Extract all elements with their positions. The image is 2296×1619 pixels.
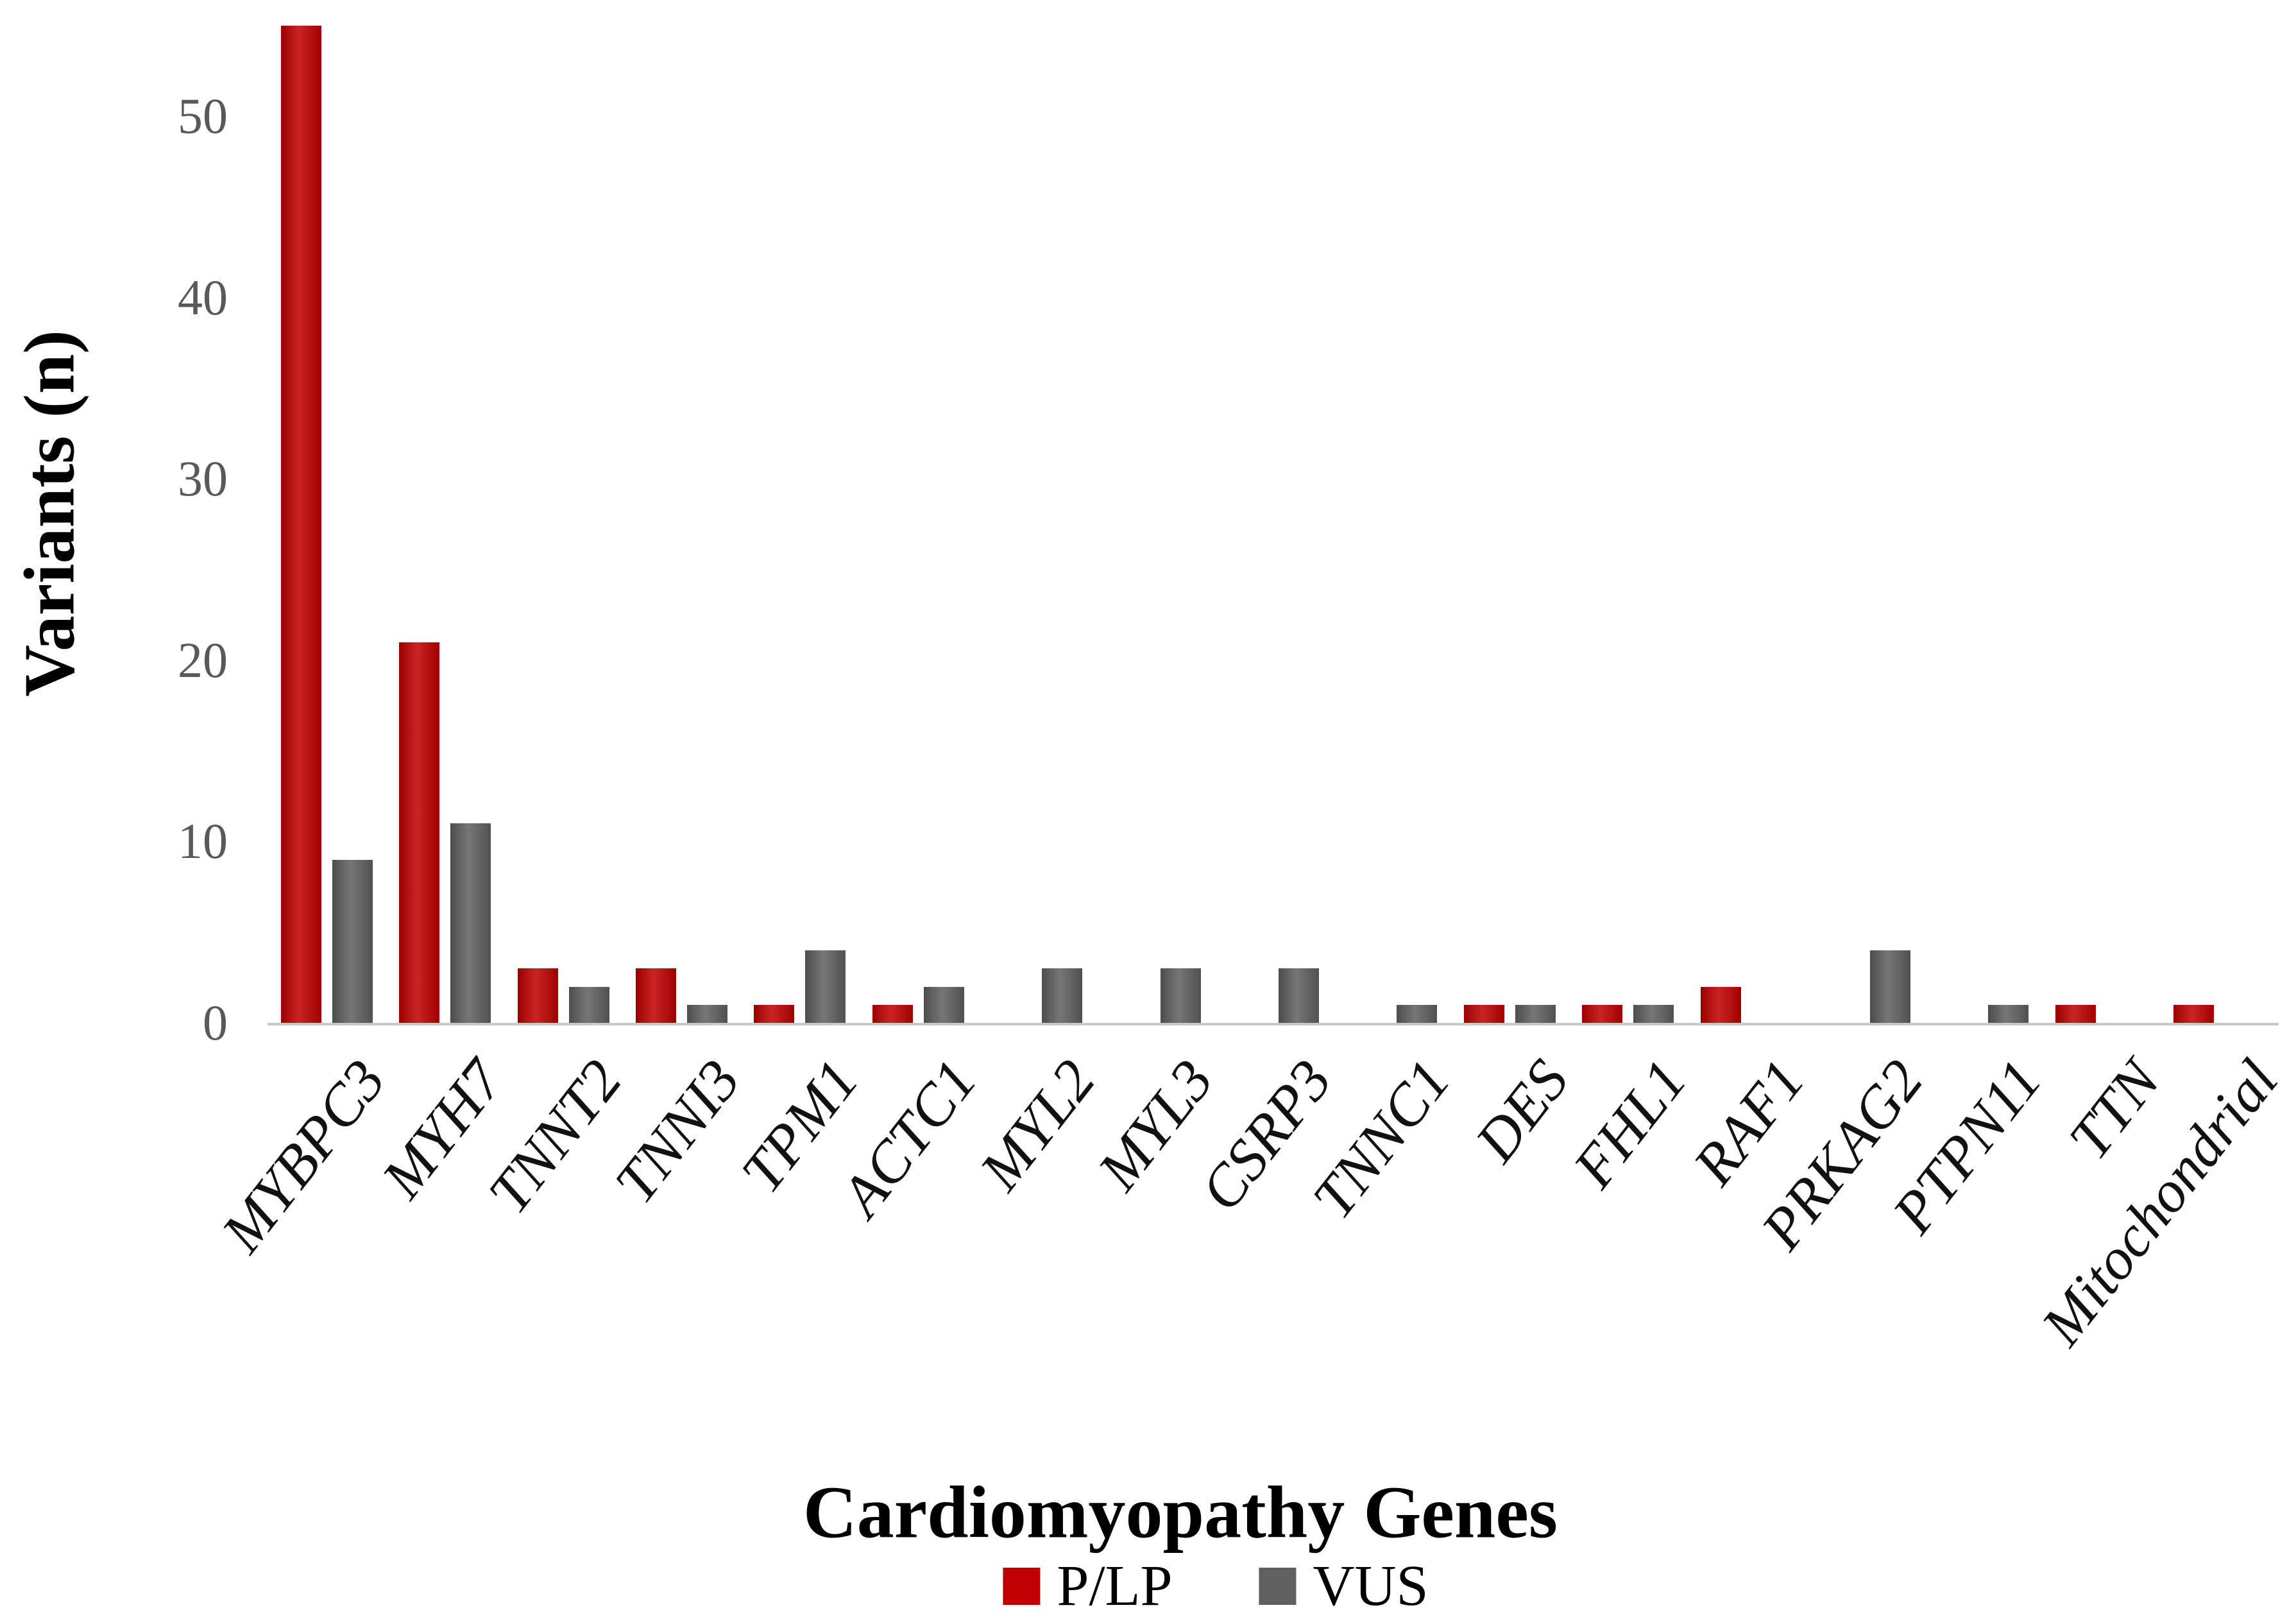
x-category-label-des: DES: [1462, 1047, 1581, 1174]
vus-legend-label: VUS: [1313, 1554, 1429, 1618]
bar-p-lp-des: [1463, 1004, 1504, 1023]
bar-group-ttn: TTN: [2042, 26, 2172, 1171]
bar-group-tpm1: TPM1: [728, 26, 871, 1204]
bar-group-mybpc3: MYBPC3: [208, 26, 398, 1264]
bar-group-tnnt2: TNNT2: [475, 26, 634, 1225]
bar-group-myh7: MYH7: [370, 26, 516, 1210]
bar-vus-prkag2: [1869, 950, 1910, 1023]
y-tick-label-30: 30: [178, 450, 228, 507]
bar-vus-fhl1: [1633, 1004, 1674, 1023]
vus-legend-swatch: [1259, 1568, 1297, 1605]
legend-item-vus: VUS: [1259, 1557, 1429, 1615]
bar-group-tnni3: TNNI3: [602, 26, 753, 1215]
plot-area: 0 10 20 30 40 50 MYBPC3 MYH7 TNNT2 TNNI3 TPM1 ACTC…: [178, 26, 2290, 1357]
x-category-label-ttn: TTN: [2055, 1047, 2172, 1171]
x-category-label-mybpc3: MYBPC3: [208, 1047, 398, 1264]
x-category-label-tnnt2: TNNT2: [475, 1047, 634, 1226]
bar-p-lp-myh7: [399, 642, 440, 1023]
bar-p-lp-raf1: [1700, 986, 1741, 1023]
bar-group-actc1: ACTC1: [828, 26, 989, 1228]
y-tick-label-40: 40: [178, 269, 228, 325]
legend: P/LP VUS: [1003, 1554, 1429, 1618]
bar-vus-tnnc1: [1397, 1004, 1438, 1023]
x-axis-title: Cardiomyopathy Genes: [803, 1471, 1558, 1554]
bar-group-fhl1: FHL1: [1560, 26, 1699, 1199]
bar-vus-tnnt2: [568, 986, 609, 1023]
x-category-label-tnni3: TNNI3: [602, 1047, 753, 1215]
bar-p-lp-ttn: [2055, 1004, 2096, 1023]
bar-vus-actc1: [923, 986, 964, 1023]
bar-group-tnnc1: TNNC1: [1300, 26, 1462, 1230]
bar-vus-myl2: [1042, 968, 1083, 1023]
bar-p-lp-fhl1: [1582, 1004, 1623, 1023]
bar-vus-myl3: [1160, 968, 1201, 1023]
bar-group-raf1: RAF1: [1681, 26, 1817, 1197]
bar-p-lp-mitochondrial: [2173, 1004, 2215, 1023]
y-axis-title: Variants (n): [10, 330, 90, 697]
y-tick-label-50: 50: [178, 88, 228, 144]
bar-vus-tnni3: [686, 1004, 727, 1023]
y-tick-label-0: 0: [203, 995, 228, 1050]
bar-group-myl3: MYL3: [1085, 26, 1225, 1202]
bar-vus-ptpn11: [1988, 1004, 2029, 1023]
bar-group-csrp3: CSRP3: [1187, 26, 1344, 1222]
bar-vus-mybpc3: [332, 859, 373, 1023]
legend-item-plp: P/LP: [1003, 1554, 1173, 1618]
bar-p-lp-tnni3: [635, 968, 676, 1023]
bar-vus-des: [1515, 1004, 1556, 1023]
bar-vus-myh7: [450, 823, 491, 1023]
bar-p-lp-tpm1: [754, 1004, 795, 1023]
y-tick-label-20: 20: [178, 631, 228, 688]
bar-p-lp-actc1: [872, 1004, 913, 1023]
bar-group-ptpn11: PTPN11: [1880, 26, 2054, 1245]
bar-vus-csrp3: [1278, 968, 1319, 1023]
x-category-label-myl2: MYL2: [967, 1047, 1108, 1202]
bar-groups: MYBPC3 MYH7 TNNT2 TNNI3 TPM1 ACTC1 MYL2 MYL3 CSR…: [208, 26, 2290, 1357]
plp-legend-swatch: [1003, 1568, 1041, 1605]
bar-p-lp-mybpc3: [280, 26, 321, 1023]
y-tick-label-10: 10: [178, 813, 228, 869]
bar-group-des: DES: [1450, 26, 1581, 1174]
bar-vus-tpm1: [805, 950, 846, 1023]
bar-group-myl2: MYL2: [967, 26, 1107, 1202]
bar-p-lp-tnnt2: [517, 968, 558, 1023]
bar-group-prkag2: PRKAG2: [1749, 26, 1935, 1262]
x-category-label-fhl1: FHL1: [1560, 1047, 1699, 1199]
bar-group-mitochondrial: Mitochondrial: [2029, 26, 2290, 1357]
plp-legend-label: P/LP: [1057, 1554, 1173, 1618]
